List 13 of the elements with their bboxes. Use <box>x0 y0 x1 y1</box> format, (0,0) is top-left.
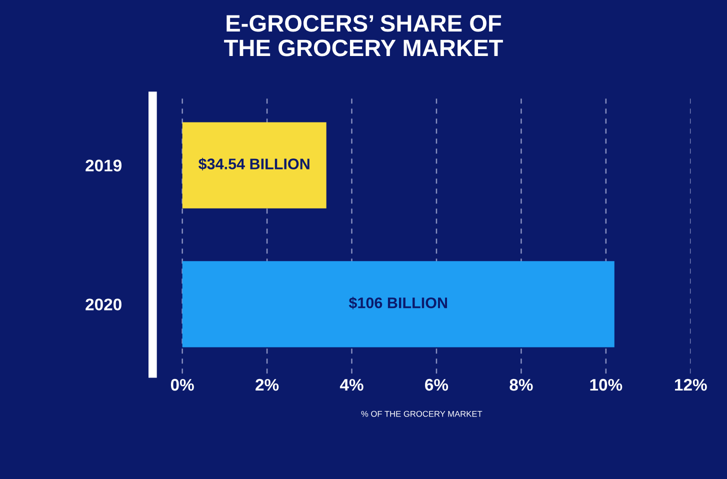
annotation: $34.54 BILLION <box>198 158 310 170</box>
y-tick-label: 2020 <box>86 298 122 310</box>
x-tick-label: 6% <box>425 378 448 391</box>
y-tick-label: 2019 <box>86 160 122 172</box>
x-tick-label: 2% <box>256 378 279 391</box>
x-axis-title: % OF THE GROCERY MARKET <box>361 410 482 417</box>
x-tick-label: 0% <box>170 378 194 391</box>
x-tick-label: 10% <box>590 378 622 391</box>
chart-title: E-GROCERS’ SHARE OF THE GROCERY MARKET <box>224 14 503 56</box>
x-tick-label: 12% <box>675 378 707 391</box>
annotation: $106 BILLION <box>348 296 448 310</box>
x-tick-label: 8% <box>510 378 533 391</box>
x-tick-label: 4% <box>340 378 364 391</box>
